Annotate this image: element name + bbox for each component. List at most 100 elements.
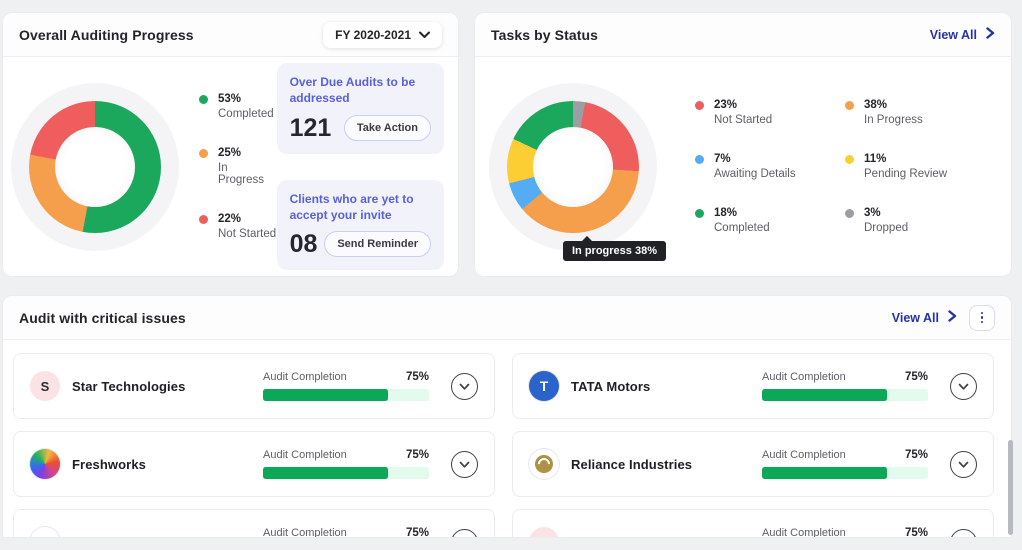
audit-completion-value: 75% [405,527,429,538]
fiscal-year-dropdown[interactable]: FY 2020-2021 [323,21,442,48]
chevron-down-icon [459,457,470,472]
legend-item-dropped: 3% Dropped [845,207,995,234]
overdue-audits-card: Over Due Audits to be addressed 121 Take… [276,63,444,154]
expand-card-button[interactable] [950,450,977,478]
chevron-down-icon [459,379,470,394]
legend-dot [199,95,208,104]
pending-invite-count: 08 [289,229,318,258]
legend-label: Dropped [864,222,909,234]
donut-hole [533,126,613,207]
company-card-freshworks: Freshworks Audit Completion 75% [13,431,495,497]
trico-traders-avatar: T [529,527,559,537]
pending-invite-card: Clients who are yet to accept your invit… [276,179,444,270]
legend-value: 22% [218,213,242,225]
audit-completion-value: 75% [904,371,928,383]
audit-completion-value: 75% [904,527,928,538]
auditing-progress-legend: 53% Completed 25% In Progress 22% Not St… [199,93,277,240]
chevron-down-icon [419,28,430,42]
legend-item-in-progress: 38% In Progress [845,99,995,126]
company-name: Reliance Industries [571,456,693,472]
audit-completion-progressbar [263,467,429,479]
send-reminder-button[interactable]: Send Reminder [324,231,431,258]
company-name: Trico Traders [571,535,654,538]
legend-value: 11% [864,153,887,165]
view-all-label: View All [929,27,977,42]
donut-hole [55,126,135,207]
panel-title: Overall Auditing Progress [19,26,194,43]
legend-value: 18% [714,207,738,219]
legend-dot [199,149,208,158]
legend-label: In Progress [864,114,923,126]
expand-card-button[interactable] [950,372,977,400]
legend-label: Completed [218,108,274,120]
legend-dot [845,155,854,164]
audit-completion-progressbar [762,467,928,479]
audit-critical-issues-panel: Audit with critical issues View All S St… [2,295,1012,538]
legend-value: 53% [218,93,242,105]
legend-label: Completed [714,222,770,234]
tasks-view-all-link[interactable]: View All [930,27,995,42]
dashboard-page: Overall Auditing Progress FY 2020-2021 [0,0,1022,538]
tasks-by-status-panel: Tasks by Status View All In progress 38% [474,12,1012,277]
legend-item-not-started: 22% Not Started [199,213,277,240]
company-cards-grid: S Star Technologies Audit Completion 75% [3,340,1011,538]
company-name: Zoho Corp LLP [72,535,167,538]
panel-title: Audit with critical issues [19,309,186,326]
company-card-tata-motors: T TATA Motors Audit Completion 75% [512,353,994,419]
company-name: Freshworks [72,456,146,472]
expand-card-button[interactable] [451,528,478,537]
zoho-logo: ZOHO [30,527,60,537]
legend-value: 3% [864,207,881,219]
audit-completion-value: 75% [405,371,429,383]
audit-view-all-link[interactable]: View All [892,310,957,325]
panel-title: Tasks by Status [491,26,599,43]
legend-dot [199,215,208,224]
tasks-by-status-legend: 23% Not Started 38% In Progress 7% Await… [695,99,995,234]
audit-completion-value: 75% [904,449,928,461]
chevron-down-icon [958,457,969,472]
legend-value: 7% [714,153,731,165]
legend-value: 38% [864,99,888,111]
overdue-audits-count: 121 [289,113,332,142]
chevron-right-icon [947,310,957,325]
legend-item-awaiting-details: 7% Awaiting Details [695,153,845,180]
legend-dot [845,101,854,110]
expand-card-button[interactable] [451,372,478,400]
take-action-button[interactable]: Take Action [343,115,431,141]
freshworks-logo [30,449,60,479]
legend-value: 25% [218,147,242,159]
expand-card-button[interactable] [451,450,478,478]
legend-item-completed: 53% Completed [199,93,277,120]
audit-completion-label: Audit Completion [263,449,347,461]
pending-invite-title: Clients who are yet to accept your invit… [289,191,414,222]
overdue-audits-title: Over Due Audits to be addressed [289,75,416,106]
auditing-progress-donut-chart[interactable] [11,82,179,251]
legend-item-not-started: 23% Not Started [695,99,845,126]
legend-label: In Progress [218,162,265,186]
company-card-zoho-corp: ZOHO Zoho Corp LLP Audit Completion 75% [13,509,495,538]
legend-value: 23% [714,99,738,111]
audit-completion-label: Audit Completion [762,449,846,461]
legend-label: Not Started [218,228,277,240]
legend-item-in-progress: 25% In Progress [199,147,277,186]
legend-dot [695,209,704,218]
company-card-star-technologies: S Star Technologies Audit Completion 75% [13,353,495,419]
legend-label: Not Started [714,114,773,126]
chart-tooltip: In progress 38% [563,235,666,261]
company-name: Star Technologies [72,378,186,394]
audit-completion-label: Audit Completion [263,527,347,538]
legend-dot [695,101,704,110]
tata-motors-logo: T [529,371,559,401]
legend-label: Awaiting Details [714,168,796,180]
company-card-trico-traders: T Trico Traders Audit Completion 75% [512,509,994,538]
kebab-menu-icon[interactable] [969,304,995,331]
reliance-industries-logo [529,449,559,479]
tasks-by-status-donut-chart[interactable]: In progress 38% [489,82,666,261]
chevron-down-icon [958,535,969,538]
audit-completion-label: Audit Completion [762,527,846,538]
scrollbar-thumb[interactable] [1008,440,1013,535]
chevron-down-icon [958,379,969,394]
fiscal-year-value: FY 2020-2021 [335,27,411,42]
expand-card-button[interactable] [950,528,977,538]
view-all-label: View All [891,310,939,325]
